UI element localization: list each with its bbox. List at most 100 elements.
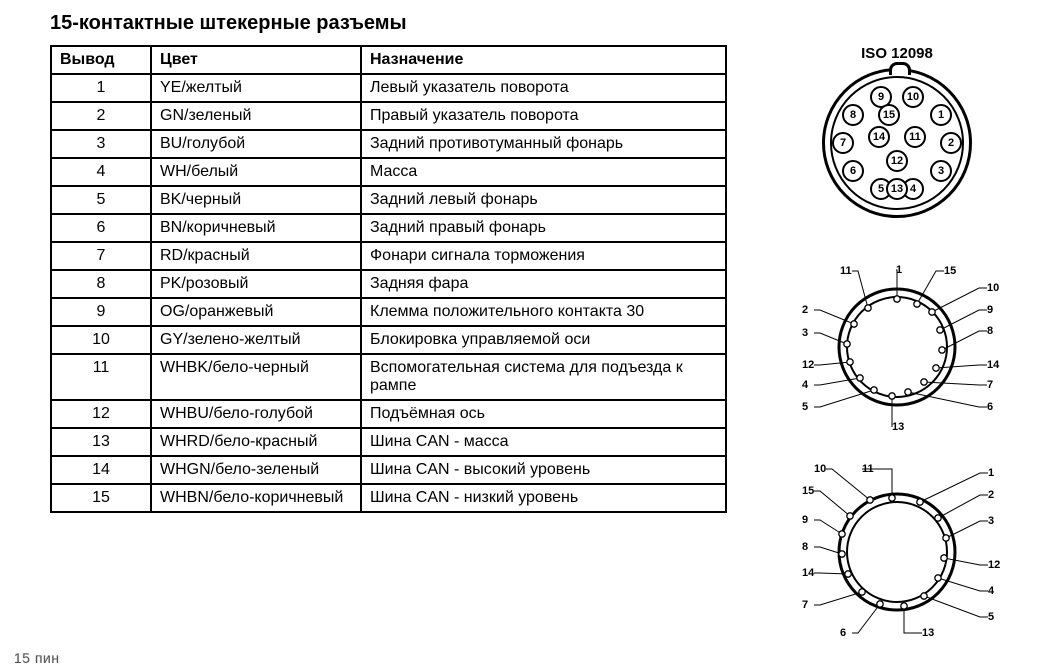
cell-color: BU/голубой [151, 130, 361, 158]
connector-diagram-iso: ISO 12098 123456789101112131415 [797, 45, 997, 218]
table-row: 4WH/белыйМасса [51, 158, 726, 186]
cell-function: Масса [361, 158, 726, 186]
cell-function: Задний левый фонарь [361, 186, 726, 214]
pin-label-14: 14 [987, 359, 999, 371]
pin-14: 14 [868, 126, 890, 148]
cell-function: Шина CAN - высокий уровень [361, 456, 726, 484]
pin-13: 13 [886, 178, 908, 200]
pin-label-5: 5 [802, 401, 808, 413]
cell-function: Левый указатель поворота [361, 74, 726, 102]
pin-15: 15 [878, 104, 900, 126]
pin-label-3: 3 [802, 327, 808, 339]
cell-color: WHRD/бело-красный [151, 428, 361, 456]
cell-pin: 2 [51, 102, 151, 130]
pin-7: 7 [832, 132, 854, 154]
connector-key-notch [889, 62, 911, 75]
pinout-table: Вывод Цвет Назначение 1YE/желтыйЛевый ук… [50, 45, 727, 513]
pin-6: 6 [842, 160, 864, 182]
footer-caption: 15 пин [14, 650, 60, 666]
table-row: 2GN/зеленыйПравый указатель поворота [51, 102, 726, 130]
cell-color: OG/оранжевый [151, 298, 361, 326]
cell-pin: 10 [51, 326, 151, 354]
pin-label-15: 15 [944, 265, 956, 277]
pin-label-11: 11 [840, 265, 852, 277]
pin-label-11: 11 [862, 463, 874, 475]
table-row: 8PK/розовыйЗадняя фара [51, 270, 726, 298]
col-color: Цвет [151, 46, 361, 74]
pin-label-13: 13 [922, 627, 934, 639]
cell-function: Фонари сигнала торможения [361, 242, 726, 270]
cell-function: Задняя фара [361, 270, 726, 298]
cell-pin: 4 [51, 158, 151, 186]
cell-pin: 9 [51, 298, 151, 326]
iso-label: ISO 12098 [797, 45, 997, 62]
cell-pin: 11 [51, 354, 151, 400]
pin-label-7: 7 [987, 379, 993, 391]
pin-label-10: 10 [814, 463, 826, 475]
pin-label-6: 6 [987, 401, 993, 413]
pin-label-7: 7 [802, 599, 808, 611]
cell-function: Шина CAN - низкий уровень [361, 484, 726, 512]
pin-label-6: 6 [840, 627, 846, 639]
pin-10: 10 [902, 86, 924, 108]
col-pin: Вывод [51, 46, 151, 74]
cell-pin: 3 [51, 130, 151, 158]
pin-label-2: 2 [988, 489, 994, 501]
col-func: Назначение [361, 46, 726, 74]
cell-color: WHGN/бело-зеленый [151, 456, 361, 484]
connector-diagram-labeled-a: 115109814761354123211 [792, 262, 1002, 432]
pin-label-14: 14 [802, 567, 814, 579]
cell-pin: 13 [51, 428, 151, 456]
cell-pin: 8 [51, 270, 151, 298]
cell-pin: 15 [51, 484, 151, 512]
cell-function: Задний правый фонарь [361, 214, 726, 242]
pin-11: 11 [904, 126, 926, 148]
table-row: 11WHBK/бело-черныйВспомогательная систем… [51, 354, 726, 400]
pin-label-13: 13 [892, 421, 904, 433]
pin-label-4: 4 [988, 585, 994, 597]
table-row: 6BN/коричневыйЗадний правый фонарь [51, 214, 726, 242]
cell-function: Задний противотуманный фонарь [361, 130, 726, 158]
table-row: 13WHRD/бело-красныйШина CAN - масса [51, 428, 726, 456]
table-row: 15WHBN/бело-коричневыйШина CAN - низкий … [51, 484, 726, 512]
pin-label-2: 2 [802, 304, 808, 316]
pin-12: 12 [886, 150, 908, 172]
cell-color: PK/розовый [151, 270, 361, 298]
cell-color: WHBN/бело-коричневый [151, 484, 361, 512]
pin-3: 3 [930, 160, 952, 182]
cell-color: WH/белый [151, 158, 361, 186]
cell-pin: 12 [51, 400, 151, 428]
cell-function: Шина CAN - масса [361, 428, 726, 456]
table-row: 14WHGN/бело-зеленыйШина CAN - высокий ур… [51, 456, 726, 484]
pin-label-4: 4 [802, 379, 808, 391]
cell-color: WHBK/бело-черный [151, 354, 361, 400]
cell-function: Подъёмная ось [361, 400, 726, 428]
pin-label-8: 8 [802, 541, 808, 553]
cell-color: BN/коричневый [151, 214, 361, 242]
pin-label-3: 3 [988, 515, 994, 527]
pin-label-10: 10 [987, 282, 999, 294]
cell-pin: 1 [51, 74, 151, 102]
pin-label-8: 8 [987, 325, 993, 337]
table-header-row: Вывод Цвет Назначение [51, 46, 726, 74]
table-row: 9OG/оранжевыйКлемма положительного конта… [51, 298, 726, 326]
pin-label-15: 15 [802, 485, 814, 497]
pinout-table-wrapper: Вывод Цвет Назначение 1YE/желтыйЛевый ук… [50, 45, 727, 513]
cell-color: WHBU/бело-голубой [151, 400, 361, 428]
pin-label-5: 5 [988, 611, 994, 623]
cell-function: Блокировка управляемой оси [361, 326, 726, 354]
cell-color: RD/красный [151, 242, 361, 270]
cell-pin: 7 [51, 242, 151, 270]
pin-1: 1 [930, 104, 952, 126]
cell-color: YE/желтый [151, 74, 361, 102]
cell-pin: 14 [51, 456, 151, 484]
cell-pin: 5 [51, 186, 151, 214]
cell-color: GN/зеленый [151, 102, 361, 130]
pin-label-9: 9 [987, 304, 993, 316]
table-row: 10GY/зелено-желтыйБлокировка управляемой… [51, 326, 726, 354]
pin-label-12: 12 [802, 359, 814, 371]
cell-function: Правый указатель поворота [361, 102, 726, 130]
page-title: 15-контактные штекерные разъемы [50, 12, 1030, 35]
diagrams-column: ISO 12098 123456789101112131415 11510981… [777, 45, 1017, 668]
connector-diagram-labeled-b: 101111529381214475613 [792, 460, 1002, 640]
